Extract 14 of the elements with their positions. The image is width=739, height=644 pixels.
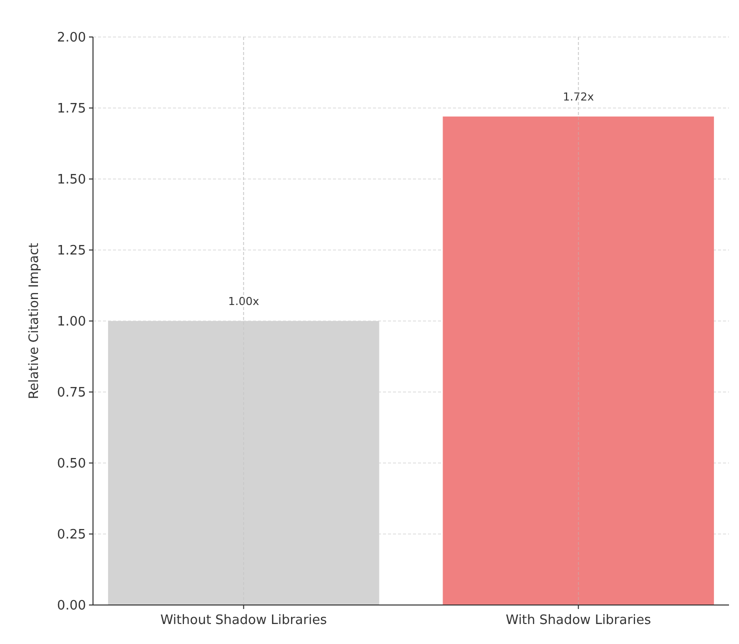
data-label: 1.72x: [562, 90, 594, 104]
y-tick-label: 0.50: [57, 456, 86, 472]
y-tick-label: 0.00: [57, 598, 86, 614]
x-tick-label: With Shadow Libraries: [506, 613, 652, 628]
y-axis-title: Relative Citation Impact: [27, 242, 42, 400]
y-tick-label: 0.75: [57, 386, 86, 401]
y-tick-label: 1.25: [57, 244, 86, 259]
x-tick-label: Without Shadow Libraries: [160, 613, 328, 628]
y-tick-label: 1.00: [57, 314, 86, 330]
y-tick-label: 0.25: [57, 528, 86, 543]
y-tick-label: 1.50: [57, 172, 86, 188]
y-tick-label: 1.75: [57, 102, 86, 117]
data-label: 1.00x: [228, 295, 260, 308]
y-tick-label: 2.00: [57, 30, 86, 46]
